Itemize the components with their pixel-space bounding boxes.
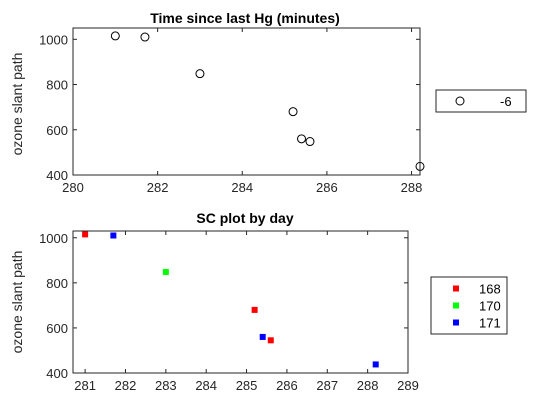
top-data-point [110, 31, 120, 41]
top-y-tick-label: 400 [46, 168, 68, 183]
bottom-legend-label: 170 [479, 299, 501, 314]
bottom-y-tick-label: 800 [46, 276, 68, 291]
top-y-tick-label: 600 [46, 123, 68, 138]
top-chart-panel: Time since last Hg (minutes) ozone slant… [9, 10, 527, 195]
top-chart-title: Time since last Hg (minutes) [150, 10, 340, 26]
top-data-point [195, 69, 205, 79]
bottom-chart-title: SC plot by day [196, 210, 293, 226]
bottom-legend-label: 168 [479, 282, 501, 297]
bottom-x-tick-label: 287 [316, 378, 338, 393]
bottom-chart-panel: SC plot by day ozone slant path 281 282 28… [9, 210, 508, 393]
top-x-tick-label: 280 [62, 180, 84, 195]
top-data-point [305, 137, 315, 147]
bottom-chart-ticks: 281 282 283 284 285 286 287 288 289 400 600 800 1000 [39, 231, 419, 393]
bottom-data-point [372, 361, 379, 368]
top-chart-legend: -6 [435, 89, 527, 113]
top-y-tick-label: 1000 [39, 32, 68, 47]
top-y-tick-label: 800 [46, 78, 68, 93]
bottom-x-tick-label: 281 [74, 378, 96, 393]
bottom-legend-label: 171 [479, 316, 501, 331]
top-x-tick-label: 282 [147, 180, 169, 195]
bottom-y-tick-label: 600 [46, 321, 68, 336]
bottom-legend-marker [453, 285, 459, 292]
bottom-x-tick-label: 289 [397, 378, 419, 393]
bottom-x-tick-label: 284 [195, 378, 217, 393]
top-x-tick-label: 288 [401, 180, 423, 195]
top-chart-axes-box [72, 27, 421, 176]
top-data-point [140, 32, 150, 42]
bottom-data-point [267, 337, 274, 344]
top-legend-label: -6 [500, 94, 512, 109]
top-data-point [297, 134, 307, 144]
top-x-tick-label: 286 [316, 180, 338, 195]
bottom-x-tick-label: 282 [115, 378, 137, 393]
top-chart-marks [110, 31, 425, 171]
top-chart-y-axis-label: ozone slant path [9, 53, 25, 156]
bottom-legend-marker [453, 302, 459, 309]
top-legend-box [435, 89, 527, 113]
bottom-data-point [259, 333, 266, 340]
bottom-data-point [110, 232, 117, 239]
bottom-x-tick-label: 288 [357, 378, 379, 393]
bottom-legend-marker [453, 319, 459, 326]
bottom-chart-legend: 168 170 171 [430, 276, 508, 335]
bottom-y-tick-label: 400 [46, 366, 68, 381]
bottom-chart-axes-box [72, 230, 409, 374]
bottom-chart-y-axis-label: ozone slant path [9, 251, 25, 354]
bottom-chart-marks [82, 231, 379, 368]
bottom-data-point [251, 306, 258, 313]
top-chart-ticks: 280 282 284 286 288 400 600 800 1000 [39, 28, 422, 195]
bottom-x-tick-label: 286 [276, 378, 298, 393]
bottom-x-tick-label: 285 [236, 378, 258, 393]
bottom-y-tick-label: 1000 [39, 231, 68, 246]
bottom-data-point [82, 231, 89, 238]
bottom-x-tick-label: 283 [155, 378, 177, 393]
top-data-point [288, 107, 298, 117]
top-x-tick-label: 284 [231, 180, 253, 195]
top-legend-marker [455, 96, 465, 106]
bottom-data-point [162, 269, 169, 276]
bottom-legend-box [430, 276, 508, 335]
